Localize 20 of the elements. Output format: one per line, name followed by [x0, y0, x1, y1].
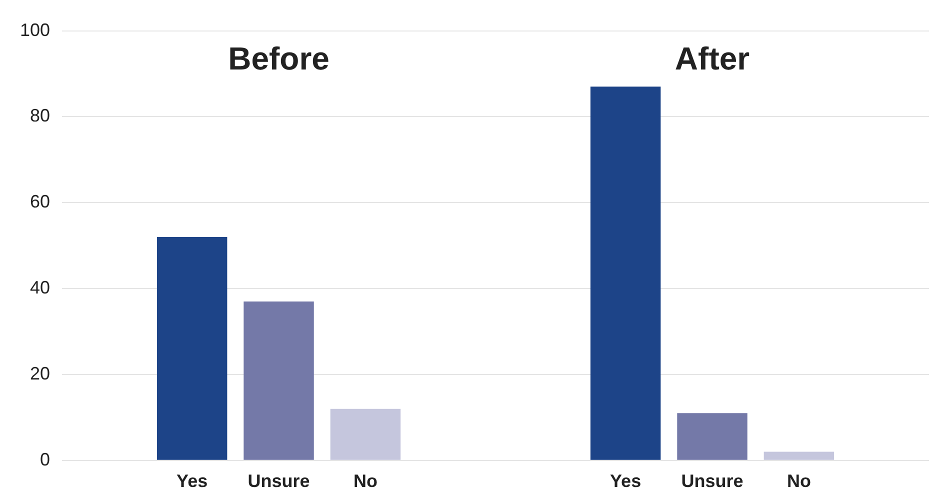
y-tick-label: 0: [40, 449, 50, 470]
bar: [590, 86, 661, 460]
x-tick-label: No: [786, 471, 811, 492]
bar: [677, 413, 748, 460]
y-tick-label: 100: [20, 20, 50, 40]
bar: [764, 452, 834, 460]
y-tick-label: 80: [30, 106, 50, 126]
y-tick-label: 60: [30, 192, 50, 212]
annotation: Before: [228, 40, 330, 77]
x-tick-label: Yes: [176, 471, 208, 492]
annotation: After: [674, 40, 750, 77]
x-tick-label: Yes: [610, 471, 642, 492]
y-tick-label: 40: [30, 278, 50, 298]
x-tick-label: Unsure: [248, 471, 310, 492]
bar: [156, 237, 228, 460]
x-tick-label: No: [353, 471, 378, 492]
bar: [244, 301, 314, 460]
bar: [330, 408, 401, 460]
x-tick-label: Unsure: [681, 471, 744, 492]
y-tick-label: 20: [30, 363, 50, 384]
